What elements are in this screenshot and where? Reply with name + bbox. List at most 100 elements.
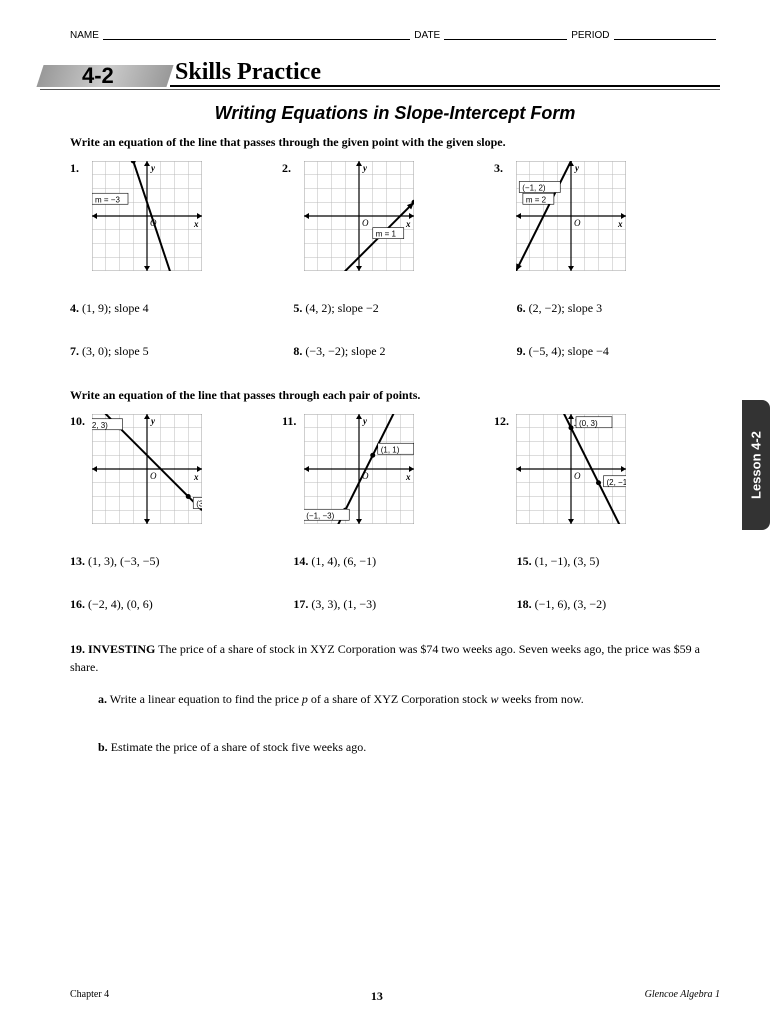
question-number: 5. (293, 301, 302, 315)
question-number: 18. (517, 597, 532, 611)
date-label: DATE (414, 30, 440, 41)
word-problem: 19. INVESTING The price of a share of st… (70, 640, 720, 756)
svg-text:x: x (617, 219, 623, 229)
svg-text:x: x (193, 472, 199, 482)
divider (40, 89, 720, 90)
date-line[interactable] (444, 30, 567, 40)
sub-label: b. (98, 740, 108, 754)
side-tab: Lesson 4-2 (742, 400, 770, 530)
text-question: 6. (2, −2); slope 3 (517, 301, 720, 316)
problem-text: The price of a share of stock in XYZ Cor… (70, 642, 700, 674)
question-number: 3. (494, 161, 510, 176)
coordinate-graph: yxO (−1, 2) m = 2 (516, 161, 626, 271)
instruction-2: Write an equation of the line that passe… (70, 387, 720, 404)
text-question: 18. (−1, 6), (3, −2) (517, 597, 720, 612)
lesson-header: 4-2 Skills Practice (70, 53, 720, 85)
name-line[interactable] (103, 30, 410, 40)
graph-question: 1. yxO (−1, 4) m = −3 (70, 161, 202, 271)
question-text: (1, 3), (−3, −5) (88, 554, 160, 568)
graph-question: 10. yxO (−2, 3) (3, −2) (70, 414, 202, 524)
coordinate-graph: yxO (−2, 3) (3, −2) (92, 414, 202, 524)
graph-question: 12. yxO (0, 3) (2, −1) (494, 414, 626, 524)
question-text: (1, 4), (6, −1) (311, 554, 376, 568)
question-number: 16. (70, 597, 85, 611)
text-question: 5. (4, 2); slope −2 (293, 301, 496, 316)
svg-text:(−1, −3): (−1, −3) (306, 511, 334, 520)
question-number: 19. (70, 642, 85, 656)
svg-text:x: x (193, 219, 199, 229)
question-text: (4, 2); slope −2 (305, 301, 378, 315)
svg-text:(1, 1): (1, 1) (381, 445, 400, 454)
graph-question: 3. yxO (−1, 2) m = 2 (494, 161, 626, 271)
lesson-subtitle: Writing Equations in Slope-Intercept For… (70, 103, 720, 124)
question-text: (−5, 4); slope −4 (529, 344, 609, 358)
text-row: 7. (3, 0); slope 5 8. (−3, −2); slope 2 9.… (70, 344, 720, 359)
svg-text:(3, −2): (3, −2) (196, 499, 202, 508)
question-text: (−3, −2); slope 2 (305, 344, 385, 358)
question-text: (1, 9); slope 4 (82, 301, 149, 315)
svg-text:m = 1: m = 1 (376, 229, 397, 238)
instruction-1: Write an equation of the line that passe… (70, 134, 720, 151)
question-number: 8. (293, 344, 302, 358)
question-number: 7. (70, 344, 79, 358)
question-number: 9. (517, 344, 526, 358)
question-text: (−1, 6), (3, −2) (535, 597, 607, 611)
coordinate-graph: yxO (4, 1) m = 1 (304, 161, 414, 271)
svg-text:O: O (574, 471, 581, 481)
text-question: 4. (1, 9); slope 4 (70, 301, 273, 316)
svg-text:m = −3: m = −3 (95, 195, 120, 204)
svg-text:x: x (405, 219, 411, 229)
name-label: NAME (70, 30, 99, 41)
coordinate-graph: yxO (−1, 4) m = −3 (92, 161, 202, 271)
question-number: 10. (70, 414, 86, 429)
svg-text:(2, −1): (2, −1) (607, 477, 627, 486)
question-number: 15. (517, 554, 532, 568)
text-row: 16. (−2, 4), (0, 6) 17. (3, 3), (1, −3) 18… (70, 597, 720, 612)
topic: INVESTING (88, 642, 155, 656)
question-number: 14. (293, 554, 308, 568)
question-text: (3, 0); slope 5 (82, 344, 149, 358)
period-line[interactable] (614, 30, 716, 40)
text-question: 17. (3, 3), (1, −3) (293, 597, 496, 612)
footer-right: Glencoe Algebra 1 (645, 989, 720, 1004)
sub-text: weeks from now. (499, 692, 584, 706)
sub-question-b: b. Estimate the price of a share of stoc… (98, 738, 720, 756)
svg-text:(−1, 2): (−1, 2) (522, 183, 546, 192)
divider (170, 85, 720, 87)
svg-text:(−2, 3): (−2, 3) (92, 420, 108, 429)
text-question: 9. (−5, 4); slope −4 (517, 344, 720, 359)
text-question: 8. (−3, −2); slope 2 (293, 344, 496, 359)
text-question: 7. (3, 0); slope 5 (70, 344, 273, 359)
period-label: PERIOD (571, 30, 609, 41)
graph-question: 11. yxO (1, 1) (−1, −3) (282, 414, 414, 524)
question-number: 17. (293, 597, 308, 611)
question-text: (−2, 4), (0, 6) (88, 597, 153, 611)
text-question: 16. (−2, 4), (0, 6) (70, 597, 273, 612)
text-question: 13. (1, 3), (−3, −5) (70, 554, 273, 569)
svg-text:(0, 3): (0, 3) (579, 418, 598, 427)
question-number: 1. (70, 161, 86, 176)
graph-question: 2. yxO (4, 1) m = 1 (282, 161, 414, 271)
lesson-title: Skills Practice (175, 59, 321, 86)
question-number: 12. (494, 414, 510, 429)
sub-text: Estimate the price of a share of stock f… (111, 740, 367, 754)
question-number: 2. (282, 161, 298, 176)
question-number: 4. (70, 301, 79, 315)
svg-text:m = 2: m = 2 (526, 195, 547, 204)
svg-text:x: x (405, 472, 411, 482)
page-footer: Chapter 4 13 Glencoe Algebra 1 (70, 989, 720, 1004)
question-text: (2, −2); slope 3 (529, 301, 602, 315)
coordinate-graph: yxO (0, 3) (2, −1) (516, 414, 626, 524)
question-number: 13. (70, 554, 85, 568)
question-text: (1, −1), (3, 5) (535, 554, 600, 568)
svg-text:O: O (150, 471, 157, 481)
lesson-number: 4-2 (82, 63, 114, 89)
question-number: 6. (517, 301, 526, 315)
question-number: 11. (282, 414, 298, 429)
sub-question-a: a. Write a linear equation to find the p… (98, 690, 720, 708)
header-fields: NAME DATE PERIOD (70, 30, 720, 41)
var: w (491, 692, 499, 706)
text-row: 4. (1, 9); slope 4 5. (4, 2); slope −2 6. … (70, 301, 720, 316)
footer-page-number: 13 (371, 989, 383, 1004)
coordinate-graph: yxO (1, 1) (−1, −3) (304, 414, 414, 524)
